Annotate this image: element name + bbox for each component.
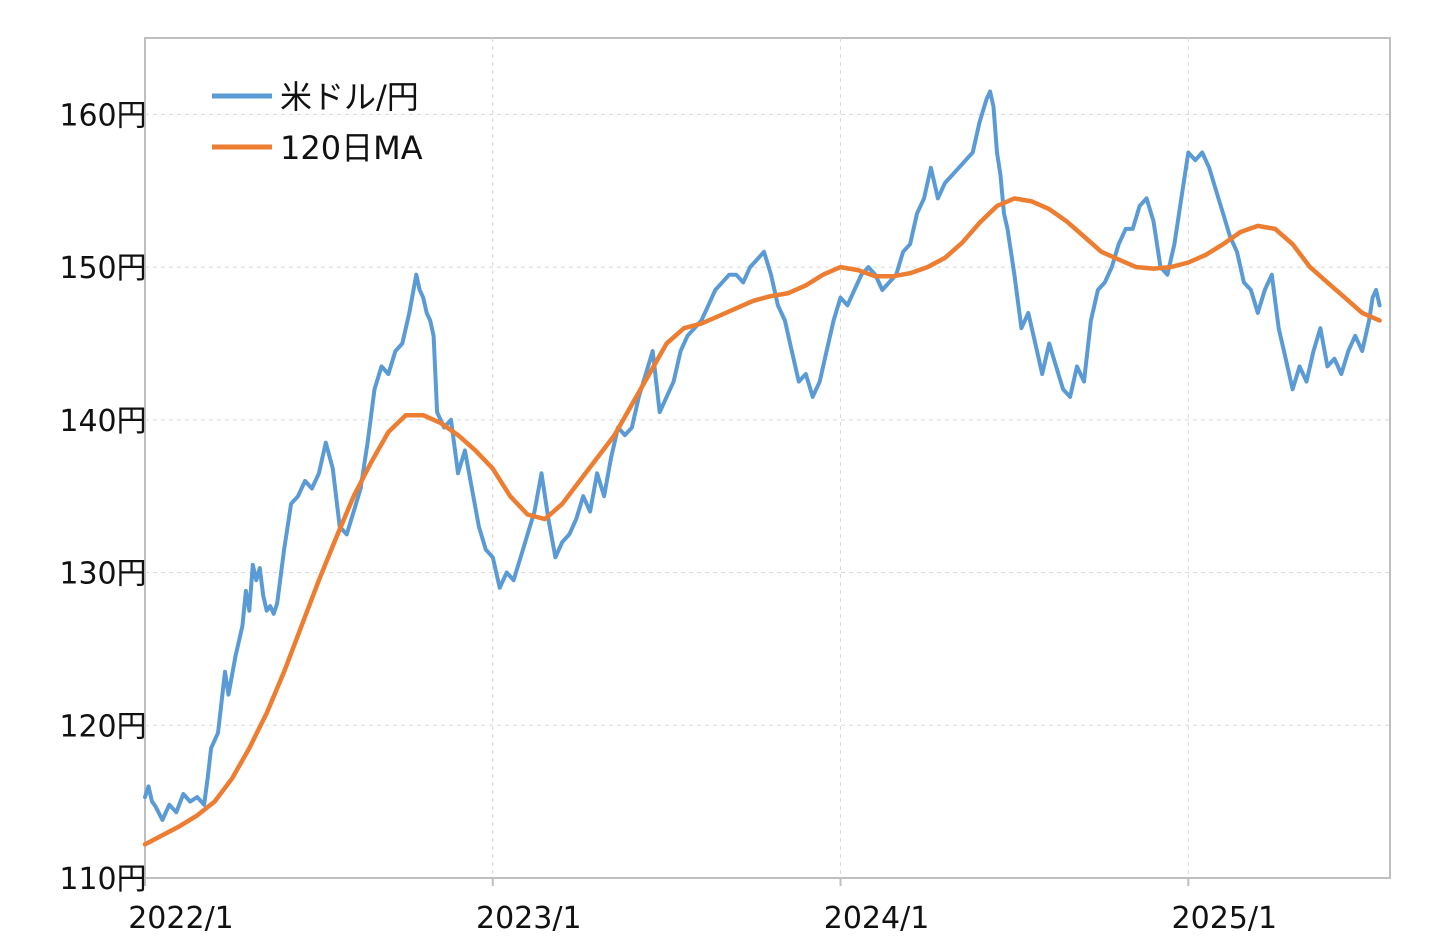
y-tick-label: 160円 — [59, 98, 146, 133]
y-tick-label: 110円 — [59, 862, 146, 897]
gridlines — [144, 38, 1390, 886]
y-tick-label: 150円 — [59, 251, 146, 286]
x-tick-label: 2024/1 — [824, 901, 930, 936]
legend: 米ドル/円 120日MA — [212, 78, 423, 167]
x-tick-label: 2023/1 — [476, 901, 582, 936]
x-tick-label: 2022/1 — [128, 901, 234, 936]
legend-label-usdjpy: 米ドル/円 — [280, 78, 419, 116]
y-tick-label: 120円 — [59, 709, 146, 744]
y-tick-label: 130円 — [59, 557, 146, 592]
series-ma120-line — [142, 196, 1382, 847]
series-usdjpy-line — [143, 89, 1382, 822]
series-lines — [142, 89, 1382, 847]
x-tick-label: 2025/1 — [1172, 901, 1278, 936]
y-tick-label: 140円 — [59, 404, 146, 439]
legend-label-ma120: 120日MA — [280, 129, 423, 167]
tick-labels: 160円 150円 140円 130円 120円 110円 2022/1 2023/1 2024… — [59, 98, 1277, 936]
